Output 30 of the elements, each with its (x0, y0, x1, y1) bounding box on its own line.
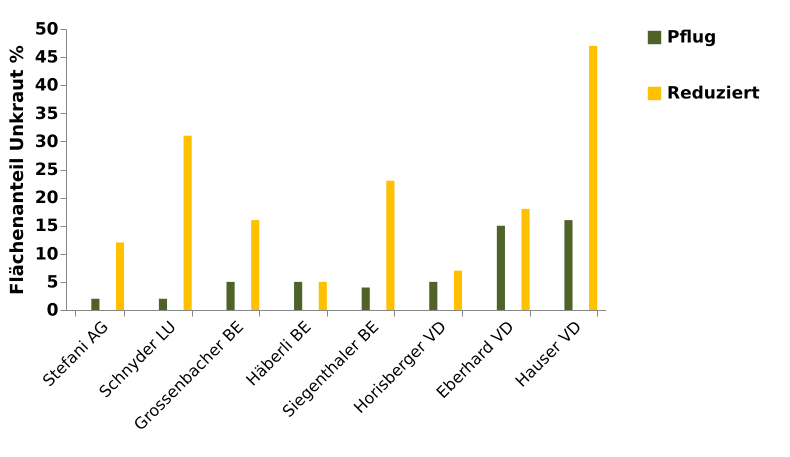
bar (589, 46, 598, 310)
bar (184, 136, 192, 310)
bar (496, 226, 505, 310)
y-axis-title: Flächenanteil Unkraut % (6, 45, 28, 295)
y-tick-label: 35 (34, 104, 58, 124)
legend-label: Reduziert (667, 84, 760, 104)
bar (429, 282, 438, 310)
y-tick-label: 10 (34, 244, 59, 264)
y-tick-label: 50 (34, 20, 59, 40)
y-tick-label: 15 (34, 216, 58, 236)
bar (158, 298, 168, 310)
bar (454, 270, 462, 310)
bar (318, 282, 327, 310)
y-tick-label: 45 (34, 48, 58, 68)
bar (226, 282, 235, 310)
y-tick-label: 20 (34, 188, 59, 208)
legend-label: Pflug (667, 28, 716, 48)
bar (116, 242, 124, 310)
bar (386, 180, 394, 310)
y-tick-label: 5 (46, 272, 58, 292)
bar (251, 220, 260, 310)
y-tick-label: 25 (34, 160, 58, 180)
y-tick-label: 40 (34, 76, 59, 96)
bar (362, 288, 370, 310)
y-tick-label: 30 (34, 132, 59, 152)
bar (521, 208, 530, 310)
bar (294, 282, 302, 310)
bar (564, 220, 573, 310)
bar (91, 298, 100, 310)
y-tick-label: 0 (46, 300, 59, 320)
